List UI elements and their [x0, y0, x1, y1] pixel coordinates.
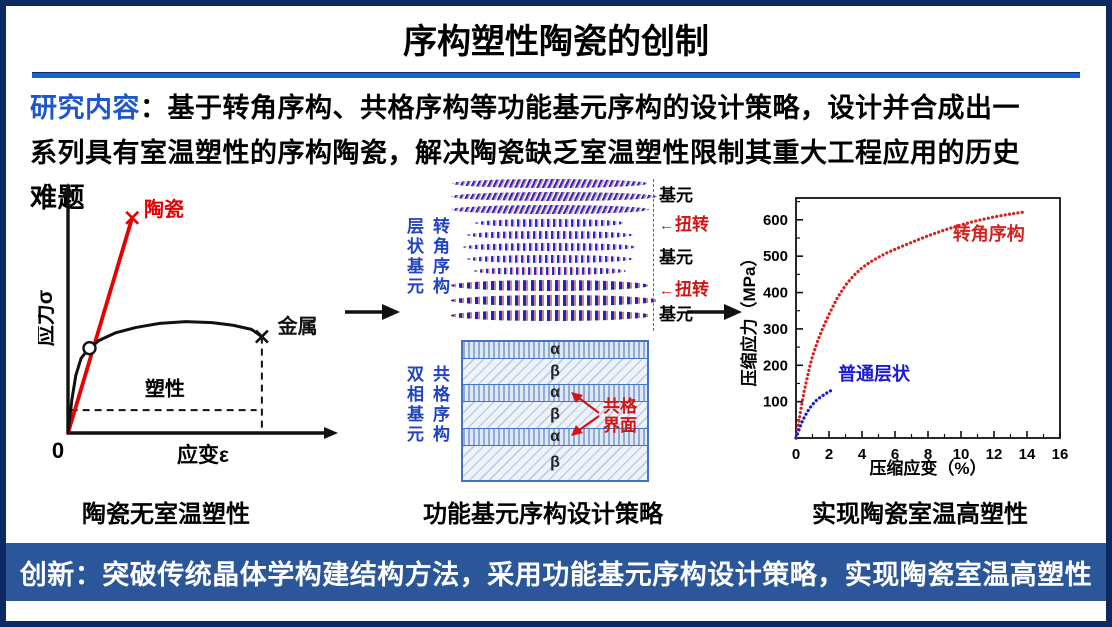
research-separator: ： — [140, 93, 168, 123]
atom-row — [452, 179, 648, 188]
left-arrow-icon: ← — [659, 217, 674, 234]
svg-text:300: 300 — [763, 321, 788, 338]
svg-text:普通层状: 普通层状 — [838, 363, 911, 384]
atom-row — [475, 219, 625, 227]
svg-text:0: 0 — [792, 446, 800, 463]
svg-text:500: 500 — [763, 248, 788, 265]
unit-labels-column: 基元 ←扭转 基元 ←扭转 基元 — [653, 179, 709, 331]
twist-label: ←扭转 — [659, 280, 709, 299]
caption-left: 陶瓷无室温塑性 — [82, 501, 250, 528]
flow-arrow-icon — [345, 304, 400, 320]
title-divider — [32, 72, 1080, 78]
svg-text:0: 0 — [52, 438, 64, 463]
interface-arrows-icon — [571, 392, 600, 436]
svg-text:塑性: 塑性 — [145, 377, 185, 401]
svg-text:600: 600 — [763, 212, 788, 229]
innovation-text: 创新：突破传统晶体学构建结构方法，采用功能基元序构设计策略，实现陶瓷室温高塑性 — [19, 559, 1093, 590]
caption-middle: 功能基元序构设计策略 — [423, 501, 663, 528]
layer-alpha: α — [463, 427, 647, 446]
layer-beta: β — [463, 445, 647, 480]
atom-row — [474, 267, 626, 275]
page-title: 序构塑性陶瓷的创制 — [403, 23, 709, 61]
svg-text:压缩应变（%）: 压缩应变（%） — [869, 458, 986, 478]
atom-layer-group — [451, 179, 657, 214]
atom-row — [467, 231, 633, 239]
svg-text:8: 8 — [924, 446, 932, 463]
unit-label: 基元 — [659, 186, 693, 205]
svg-text:陶瓷: 陶瓷 — [144, 197, 184, 221]
svg-text:12: 12 — [986, 446, 1003, 463]
innovation-banner: 创新：突破传统晶体学构建结构方法，采用功能基元序构设计策略，实现陶瓷室温高塑性 — [6, 543, 1106, 601]
twist-label: ←扭转 — [659, 215, 709, 234]
unit-label: 基元 — [659, 305, 693, 324]
coherent-side-labels: 双相基元 共格序构 — [403, 365, 449, 445]
research-label: 研究内容 — [30, 93, 140, 123]
layer-beta: β — [463, 402, 647, 428]
twisted-atomic-layers — [451, 179, 659, 326]
svg-text:金属: 金属 — [277, 314, 318, 338]
atom-row — [451, 192, 657, 201]
atom-layer-group — [451, 280, 659, 321]
svg-text:应力σ: 应力σ — [38, 290, 57, 346]
svg-text:200: 200 — [763, 357, 788, 374]
atom-layer-group — [451, 219, 649, 275]
twist-side-labels: 层状基元 转角序构 — [403, 217, 449, 297]
svg-text:10: 10 — [953, 446, 970, 463]
layer-beta: β — [463, 359, 647, 385]
svg-text:6: 6 — [891, 446, 899, 463]
side-label-coherent-order: 共格序构 — [430, 365, 449, 445]
atom-row — [451, 295, 659, 306]
research-body: 基于转角序构、共格序构等功能基元序构的设计策略，设计并合成出一系列具有室温塑性的… — [30, 93, 1020, 213]
caption-right: 实现陶瓷室温高塑性 — [812, 501, 1028, 528]
atom-row — [463, 243, 637, 251]
svg-text:400: 400 — [763, 285, 788, 302]
svg-text:应变ε: 应变ε — [177, 443, 229, 467]
svg-text:14: 14 — [1019, 446, 1036, 463]
svg-text:压缩应力（MPa）: 压缩应力（MPa） — [740, 250, 759, 387]
svg-text:16: 16 — [1052, 446, 1069, 463]
layer-alpha: α — [463, 341, 647, 359]
svg-text:4: 4 — [858, 446, 867, 463]
alpha-beta-laminate: α β α β α β — [461, 340, 649, 482]
svg-text:2: 2 — [825, 446, 833, 463]
side-label-twist-order: 转角序构 — [430, 217, 449, 297]
design-strategy-figure: 层状基元 转角序构 基元 ←扭转 — [395, 175, 709, 491]
unit-label: 基元 — [659, 248, 693, 267]
svg-text:转角序构: 转角序构 — [953, 223, 1025, 244]
layer-alpha: α — [463, 384, 647, 403]
research-paragraph: 研究内容：基于转角序构、共格序构等功能基元序构的设计策略，设计并合成出一系列具有… — [30, 86, 1044, 221]
compression-chart: 0 2 4 6 8 10 12 14 16 100 200 300 400 500 600 压缩应变（%） 压缩… — [740, 197, 1069, 478]
svg-text:100: 100 — [763, 394, 788, 411]
left-arrow-icon: ← — [659, 282, 674, 299]
side-label-layered-unit: 层状基元 — [404, 217, 423, 297]
atom-row — [451, 280, 649, 291]
side-label-dualphase-unit: 双相基元 — [404, 365, 423, 445]
atom-row — [467, 255, 633, 263]
flow-arrow-icon — [687, 304, 742, 320]
coherent-interface-label: 共格界面 — [603, 397, 637, 435]
atom-row — [451, 310, 651, 321]
atom-row — [451, 205, 649, 214]
